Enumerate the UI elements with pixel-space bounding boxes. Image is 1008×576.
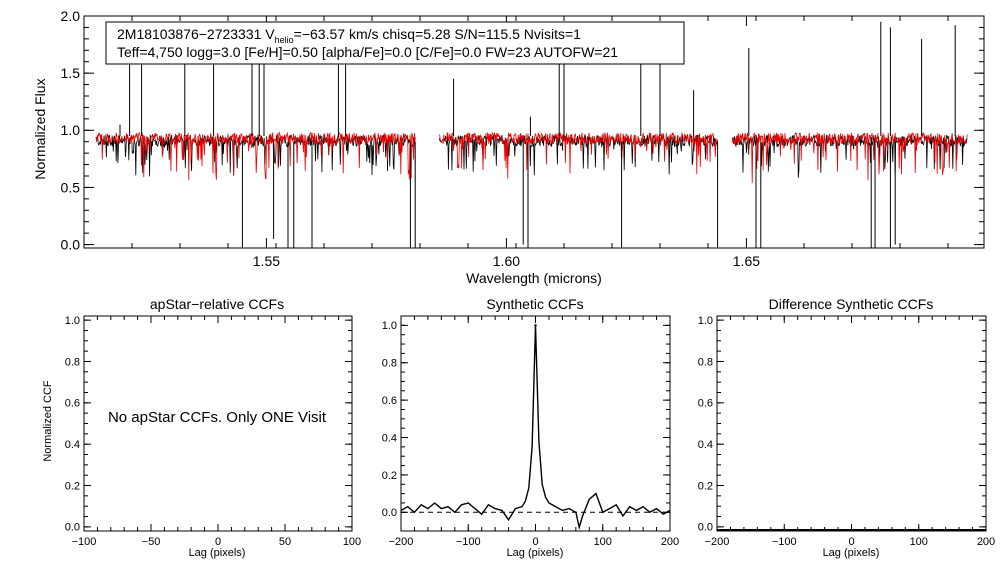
spectrum-y-tick-label: 0.0 (61, 236, 81, 252)
apstar-ccf-y-tick-label: 0.6 (65, 398, 80, 410)
spectrum-y-tick-label: 1.5 (61, 65, 81, 81)
info-line-2: Teff=4,750 logg=3.0 [Fe/H]=0.50 [alpha/F… (117, 44, 618, 60)
apstar-ccf-x-tick-label: 100 (343, 536, 361, 548)
synthetic-ccf-y-tick-label: 0.4 (382, 432, 397, 444)
apstar-ccf-y-tick-label: 0.8 (65, 356, 80, 368)
apstar-ccf-title: apStar−relative CCFs (150, 296, 284, 312)
synthetic-ccf-y-tick-label: 0.6 (382, 395, 397, 407)
synthetic-ccf-x-tick-label: −200 (389, 536, 414, 548)
synthetic-ccf-y-tick-label: 1.0 (382, 320, 397, 332)
apstar-ccf-panel: −100 −50 0 50 100 0.0 0.2 0.4 0.6 0.8 1.0 (65, 315, 361, 548)
synthetic-ccf-x-tick-label: 0 (532, 536, 538, 548)
ccf-y-label: Normalized CCF (42, 380, 54, 462)
apstar-ccf-x-tick-label: 50 (279, 536, 291, 548)
synthetic-ccf-y-tick-label: 0.0 (382, 507, 397, 519)
apstar-ccf-x-tick-label: −50 (142, 536, 161, 548)
synthetic-ccf-x-tick-label: 100 (594, 536, 612, 548)
difference-ccf-x-tick-label: 0 (848, 536, 854, 548)
info-line-1: 2M18103876−2723331 Vhelio=−63.57 km/s ch… (117, 26, 581, 45)
apstar-ccf-x-tick-label: −100 (72, 536, 97, 548)
difference-ccf-y-tick-label: 0.4 (698, 439, 713, 451)
difference-ccf-x-label: Lag (pixels) (823, 547, 880, 559)
synthetic-ccf-x-label: Lag (pixels) (507, 547, 564, 559)
difference-ccf-y-tick-label: 0.2 (698, 480, 713, 492)
spectrum-synthetic-chip-2 (438, 131, 718, 179)
difference-ccf-panel: −200 −100 0 100 200 0.0 0.2 0.4 0.6 0.8 1.0 (698, 315, 995, 548)
apstar-ccf-x-tick-label: 0 (215, 536, 221, 548)
synthetic-ccf-y-tick-label: 0.2 (382, 470, 397, 482)
difference-ccf-x-tick-label: −100 (772, 536, 797, 548)
spectrum-frame (83, 15, 985, 249)
difference-ccf-x-tick-label: −200 (705, 536, 730, 548)
difference-ccf-x-tick-label: 100 (910, 536, 928, 548)
apstar-ccf-y-tick-label: 0.0 (65, 522, 80, 534)
synthetic-ccf-peak-point (534, 324, 537, 327)
synthetic-ccf-x-tick-label: 200 (661, 536, 679, 548)
apstar-ccf-y-tick-label: 0.2 (65, 480, 80, 492)
spectrum-y-tick-label: 0.5 (61, 179, 81, 195)
difference-ccf-y-tick-label: 1.0 (698, 315, 713, 327)
synthetic-ccf-panel: −200 −100 0 100 200 0.0 0.2 0.4 0.6 0.8 1.0 (382, 315, 679, 548)
apstar-ccf-x-label: Lag (pixels) (189, 547, 246, 559)
difference-ccf-y-tick-label: 0.8 (698, 356, 713, 368)
spectrum-y-tick-label: 1.0 (61, 122, 81, 138)
spectrum-y-tick-label: 2.0 (61, 8, 81, 24)
spectrum-synthetic-chip-3 (731, 132, 968, 183)
difference-ccf-y-tick-label: 0.0 (698, 522, 713, 534)
spectrum-x-label: Wavelength (microns) (466, 270, 602, 286)
synthetic-ccf-title: Synthetic CCFs (486, 296, 583, 312)
spectrum-x-tick-label: 1.65 (733, 253, 760, 269)
difference-ccf-title: Difference Synthetic CCFs (769, 296, 934, 312)
synthetic-ccf-y-tick-label: 0.8 (382, 358, 397, 370)
synthetic-ccf-x-tick-label: −100 (456, 536, 481, 548)
difference-ccf-y-tick-label: 0.6 (698, 398, 713, 410)
apstar-ccf-y-tick-label: 0.4 (65, 439, 80, 451)
spectrum-y-label: Normalized Flux (32, 78, 48, 179)
spectrum-x-tick-label: 1.60 (493, 253, 520, 269)
difference-ccf-x-tick-label: 200 (977, 536, 995, 548)
difference-ccf-frame (716, 315, 987, 532)
apstar-ccf-y-tick-label: 1.0 (65, 315, 80, 327)
spectrum-synthetic-chip-1 (95, 131, 416, 181)
info-box (105, 21, 685, 65)
spectrum-x-tick-label: 1.55 (253, 253, 280, 269)
synthetic-ccf-line (400, 325, 671, 531)
no-ccf-annotation: No apStar CCFs. Only ONE Visit (108, 409, 327, 426)
